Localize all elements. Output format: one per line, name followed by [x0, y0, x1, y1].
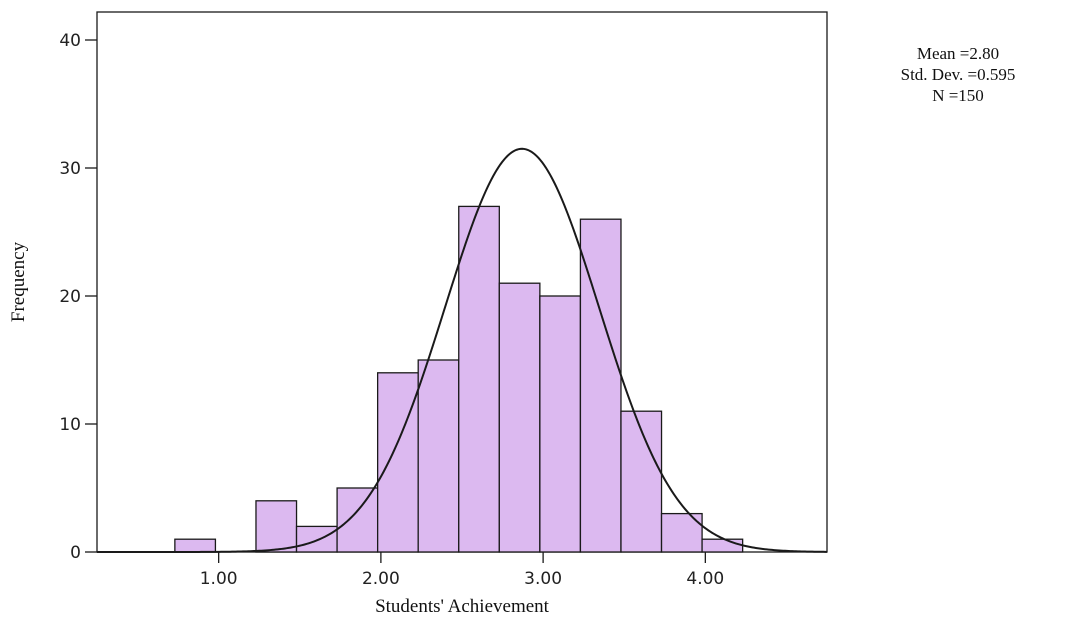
stat-std-dev: Std. Dev. =0.595 [901, 65, 1016, 84]
histogram-bar [174, 538, 217, 553]
histogram-bar [498, 282, 541, 553]
histogram-bar [417, 359, 460, 553]
histogram-bar [579, 218, 622, 553]
stat-n: N =150 [932, 86, 984, 105]
histogram-bar [376, 372, 419, 553]
y-axis-title: Frequency [8, 241, 29, 322]
histogram-bar [701, 538, 744, 553]
x-tick-label: 3.00 [524, 569, 562, 589]
y-tick-label: 40 [59, 31, 81, 51]
y-tick-label: 20 [59, 287, 81, 307]
histogram-bars [174, 205, 744, 553]
y-tick-label: 10 [59, 415, 81, 435]
stats-box: Mean =2.80 Std. Dev. =0.595 N =150 [901, 44, 1016, 105]
y-tick-label: 30 [59, 159, 81, 179]
x-axis-title: Students' Achievement [375, 596, 550, 617]
x-tick-label: 2.00 [362, 569, 400, 589]
stat-mean: Mean =2.80 [917, 44, 999, 63]
histogram-bar [336, 487, 379, 553]
histogram-bar [255, 500, 298, 553]
y-axis: 0 10 20 30 40 [59, 31, 97, 563]
normal-curve [97, 147, 828, 553]
histogram-bar [539, 295, 582, 553]
y-tick-label: 0 [70, 543, 81, 563]
histogram-bar [620, 410, 663, 553]
x-tick-label: 4.00 [686, 569, 724, 589]
histogram-bar [458, 205, 500, 553]
histogram-bar [295, 525, 338, 553]
x-tick-label: 1.00 [200, 569, 238, 589]
x-axis: 1.00 2.00 3.00 4.00 [200, 552, 724, 589]
